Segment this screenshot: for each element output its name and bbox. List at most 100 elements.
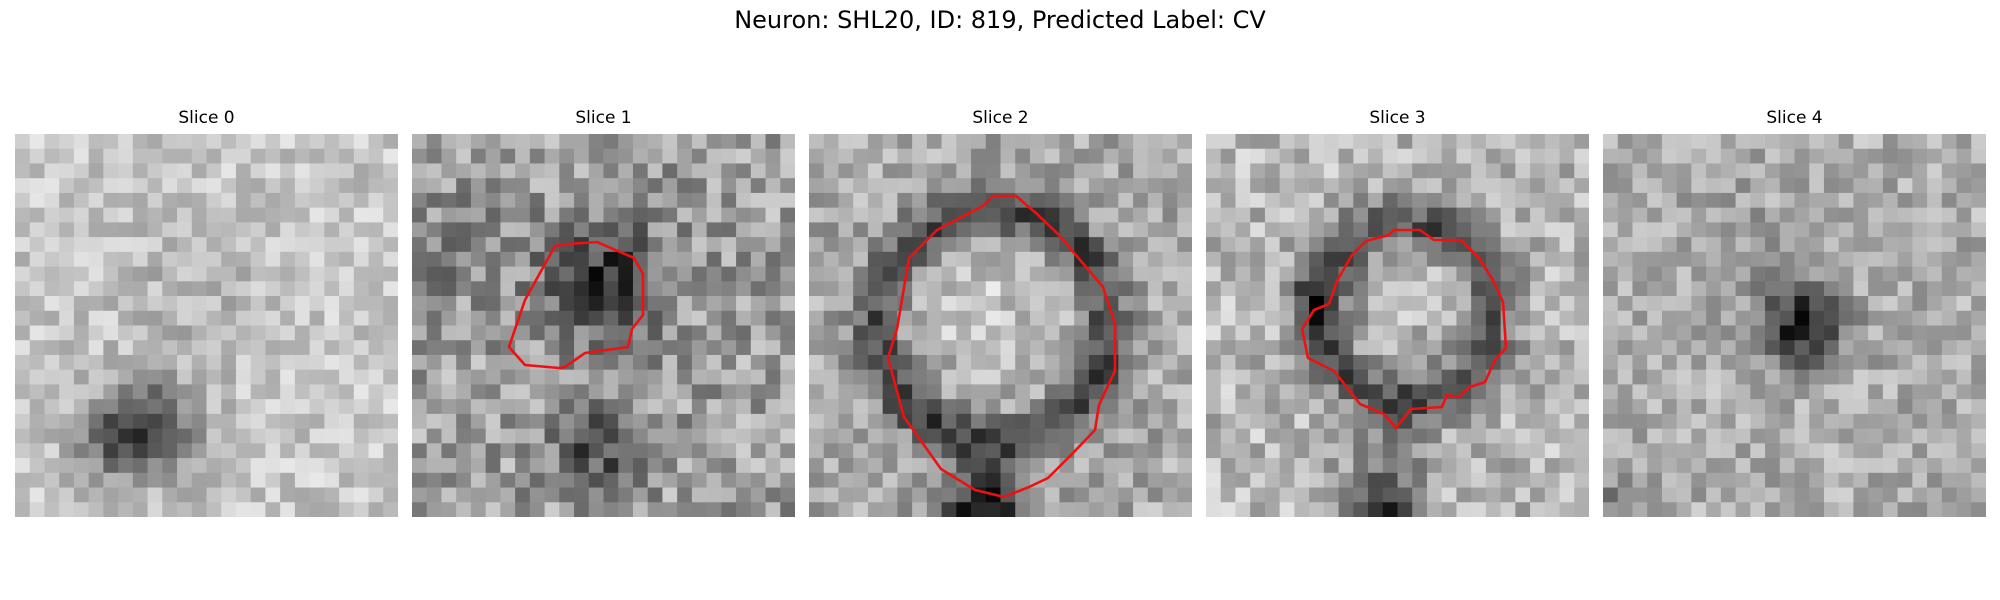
image-pixel	[1162, 325, 1178, 341]
image-pixel	[1530, 207, 1546, 223]
image-pixel	[838, 502, 854, 517]
image-pixel	[1897, 192, 1913, 209]
image-pixel	[1823, 443, 1840, 459]
image-pixel	[515, 222, 531, 238]
image-pixel	[647, 178, 664, 194]
image-pixel	[1397, 443, 1413, 459]
image-pixel	[588, 443, 605, 459]
image-pixel	[706, 222, 722, 238]
image-pixel	[294, 458, 311, 474]
image-pixel	[118, 296, 134, 312]
image-pixel	[1794, 207, 1810, 223]
image-pixel	[132, 487, 149, 503]
image-pixel	[544, 134, 560, 150]
image-pixel	[147, 502, 163, 517]
image-pixel	[1735, 369, 1751, 386]
image-pixel	[515, 237, 531, 253]
image-pixel	[1912, 502, 1928, 517]
image-pixel	[235, 384, 252, 400]
image-pixel	[1471, 222, 1487, 238]
image-pixel	[1927, 163, 1943, 179]
image-pixel	[132, 163, 149, 179]
image-pixel	[1809, 458, 1825, 474]
image-pixel	[294, 237, 311, 253]
image-pixel	[1412, 340, 1428, 356]
image-pixel	[1868, 399, 1884, 415]
image-pixel	[132, 296, 149, 312]
image-pixel	[1088, 237, 1105, 253]
image-pixel	[1720, 178, 1737, 194]
image-pixel	[1279, 487, 1295, 503]
image-pixel	[250, 472, 267, 489]
image-pixel	[353, 384, 370, 400]
image-pixel	[985, 458, 1002, 474]
image-pixel	[632, 502, 649, 517]
image-pixel	[1426, 148, 1443, 165]
image-pixel	[1617, 281, 1634, 297]
image-pixel	[1956, 207, 1972, 223]
image-pixel	[1956, 458, 1972, 474]
image-pixel	[162, 192, 178, 209]
image-pixel	[1559, 178, 1575, 194]
image-pixel	[1338, 502, 1354, 517]
image-pixel	[250, 296, 267, 312]
image-pixel	[1309, 472, 1325, 489]
image-pixel	[265, 178, 281, 194]
image-pixel	[1515, 251, 1531, 268]
image-pixel	[632, 163, 649, 179]
image-pixel	[1220, 148, 1237, 165]
image-pixel	[1441, 266, 1458, 282]
image-pixel	[618, 192, 634, 209]
image-pixel	[706, 266, 722, 282]
image-pixel	[1530, 502, 1546, 517]
image-pixel	[441, 192, 457, 209]
image-pixel	[544, 340, 560, 356]
image-pixel	[1088, 251, 1105, 268]
image-pixel	[500, 178, 516, 194]
image-pixel	[1103, 443, 1119, 459]
image-pixel	[206, 266, 222, 282]
image-pixel	[1941, 310, 1958, 327]
image-pixel	[1279, 310, 1295, 327]
image-pixel	[985, 354, 1002, 371]
image-pixel	[353, 458, 370, 474]
image-pixel	[324, 178, 340, 194]
image-pixel	[1971, 428, 1986, 444]
image-pixel	[206, 413, 222, 430]
image-pixel	[132, 310, 149, 327]
image-pixel	[1338, 443, 1354, 459]
image-pixel	[1868, 354, 1884, 371]
image-pixel	[1485, 251, 1502, 268]
image-pixel	[1868, 428, 1884, 444]
image-pixel	[721, 222, 737, 238]
image-pixel	[574, 266, 590, 282]
image-pixel	[1956, 222, 1972, 238]
image-pixel	[1853, 472, 1869, 489]
image-pixel	[235, 472, 252, 489]
image-pixel	[353, 340, 370, 356]
image-pixel	[1530, 163, 1546, 179]
image-pixel	[206, 134, 222, 150]
image-pixel	[1323, 428, 1340, 444]
image-pixel	[1647, 428, 1663, 444]
image-pixel	[191, 207, 208, 223]
image-pixel	[103, 148, 119, 165]
image-pixel	[485, 458, 501, 474]
image-pixel	[1956, 325, 1972, 341]
image-pixel	[1603, 296, 1619, 312]
image-pixel	[309, 472, 325, 489]
image-pixel	[103, 458, 119, 474]
image-pixel	[691, 237, 708, 253]
image-pixel	[383, 192, 398, 209]
image-pixel	[515, 502, 531, 517]
image-pixel	[426, 502, 443, 517]
image-pixel	[412, 502, 428, 517]
image-pixel	[941, 163, 957, 179]
image-pixel	[309, 413, 325, 430]
image-pixel	[706, 325, 722, 341]
image-pixel	[1441, 207, 1458, 223]
image-pixel	[1264, 266, 1281, 282]
image-pixel	[456, 369, 472, 386]
image-pixel	[926, 502, 943, 517]
image-pixel	[353, 369, 370, 386]
